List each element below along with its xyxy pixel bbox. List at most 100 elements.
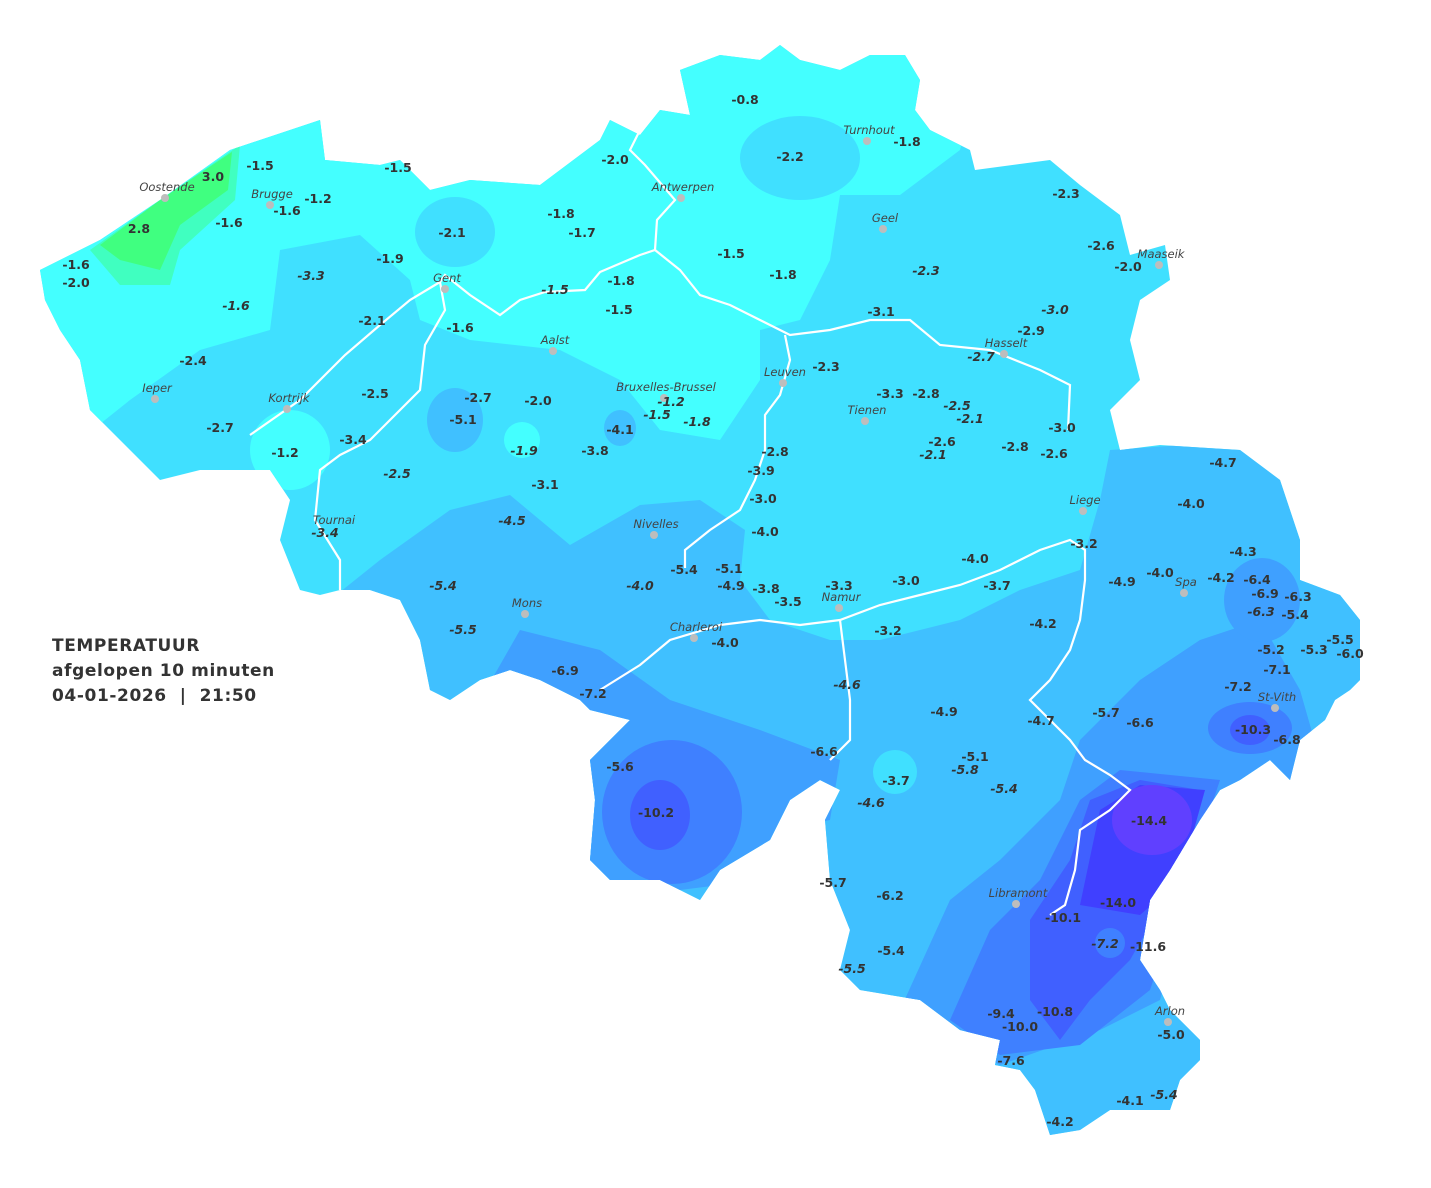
info-title: TEMPERATUUR [52, 636, 201, 656]
temperature-reading: -5.5 [1326, 632, 1353, 647]
city-label: Mons [512, 596, 542, 610]
city-label: Geel [872, 211, 899, 225]
temperature-reading: -1.5 [717, 246, 744, 261]
temperature-reading: -1.9 [376, 251, 403, 266]
city-dot [779, 379, 787, 387]
temperature-reading: -4.0 [1146, 565, 1174, 580]
temperature-reading: -4.3 [1229, 544, 1256, 559]
info-subtitle: afgelopen 10 minuten [52, 661, 275, 681]
temperature-reading: -3.8 [581, 443, 608, 458]
temperature-reading: -1.5 [605, 302, 632, 317]
temperature-reading: -14.4 [1131, 813, 1167, 828]
temperature-reading: -2.7 [967, 349, 995, 364]
temperature-reading: 2.8 [128, 221, 150, 236]
temperature-reading: -4.2 [1207, 570, 1234, 585]
temperature-reading: -5.8 [951, 762, 979, 777]
temperature-reading: -4.6 [857, 795, 885, 810]
temperature-reading: -2.5 [361, 386, 388, 401]
city-label: Leuven [764, 365, 806, 379]
city-label: Brugge [251, 187, 293, 201]
city-dot [151, 395, 159, 403]
temperature-reading: -10.1 [1045, 910, 1081, 925]
temperature-reading: -6.0 [1336, 646, 1364, 661]
temperature-reading: -3.7 [983, 578, 1010, 593]
city-label: Tournai [313, 513, 356, 527]
temperature-reading: -4.9 [1108, 574, 1135, 589]
temperature-reading: -1.5 [643, 407, 671, 422]
temperature-reading: -10.8 [1037, 1004, 1073, 1019]
city-label: Charleroi [670, 620, 723, 634]
city-label: Gent [433, 271, 461, 285]
temperature-reading: -1.5 [541, 282, 569, 297]
temperature-reading: -5.5 [449, 622, 477, 637]
temperature-reading: -1.6 [215, 215, 243, 230]
temperature-reading: -7.2 [1224, 679, 1251, 694]
zone-blue [1224, 558, 1300, 642]
temperature-reading: -6.3 [1284, 589, 1311, 604]
city-label: Turnhout [843, 123, 895, 137]
city-dot [161, 194, 169, 202]
city-label: Bruxelles-Brussel [616, 380, 716, 394]
temperature-reading: -3.4 [339, 432, 367, 447]
temperature-reading: -3.1 [531, 477, 558, 492]
temperature-reading: -4.0 [751, 524, 779, 539]
city-label: Maaseik [1138, 247, 1186, 261]
city-label: Libramont [989, 886, 1048, 900]
temperature-reading: -4.9 [930, 704, 957, 719]
city-dot [690, 634, 698, 642]
zone-light-blue [415, 197, 495, 267]
temperature-reading: -5.3 [1300, 642, 1327, 657]
temperature-reading: -3.1 [867, 304, 894, 319]
city-markers: Oostende Brugge Antwerpen Turnhout Geel Maase… [139, 123, 1296, 1026]
city-dot [441, 285, 449, 293]
city-label: Nivelles [633, 517, 678, 531]
temperature-reading: -3.0 [892, 573, 920, 588]
temperature-reading: -5.1 [961, 749, 988, 764]
temperature-reading: -5.4 [877, 943, 905, 958]
province-borders [249, 129, 1132, 916]
temperature-reading: -3.3 [297, 268, 324, 283]
temperature-reading: -3.3 [876, 386, 903, 401]
temperature-reading: -3.0 [749, 491, 777, 506]
temperature-reading: -2.0 [524, 393, 552, 408]
city-dot [660, 394, 668, 402]
temperature-reading: -2.8 [761, 444, 788, 459]
temperature-reading: -3.3 [825, 578, 852, 593]
city-dot [266, 201, 274, 209]
temperature-reading: -3.4 [311, 525, 338, 540]
temperature-reading: -3.0 [1041, 302, 1069, 317]
temperature-reading: -1.8 [683, 414, 711, 429]
temperature-reading: -2.9 [1017, 323, 1044, 338]
temperature-reading: -1.2 [304, 191, 331, 206]
temperature-reading: -6.4 [1243, 572, 1271, 587]
temperature-reading: -5.4 [1150, 1087, 1177, 1102]
temperature-reading: -11.6 [1130, 939, 1166, 954]
zone-sky-blue [427, 388, 483, 452]
station-readings: -0.8-2.2-1.8-2.0-1.53.0-1.5-1.2-1.6-1.62… [62, 92, 1364, 1129]
city-dot [521, 610, 529, 618]
temperature-reading: -2.6 [1040, 446, 1068, 461]
temperature-reading: -6.8 [1273, 732, 1300, 747]
temperature-reading: -1.5 [246, 158, 273, 173]
temperature-reading: -2.3 [812, 359, 839, 374]
temperature-reading: -6.2 [876, 888, 903, 903]
temperature-reading: -1.6 [446, 320, 474, 335]
temperature-reading: -14.0 [1100, 895, 1136, 910]
temperature-reading: -4.1 [1116, 1093, 1143, 1108]
temperature-reading: -5.7 [819, 875, 846, 890]
temperature-reading: -7.6 [997, 1053, 1025, 1068]
zone-warm-green [100, 152, 232, 270]
temperature-reading: -5.4 [990, 781, 1017, 796]
city-dot [863, 137, 871, 145]
temperature-reading: -10.2 [638, 805, 674, 820]
temperature-reading: -5.2 [1257, 642, 1284, 657]
temperature-reading: -2.7 [206, 420, 233, 435]
temperature-reading: -4.9 [717, 578, 744, 593]
temperature-reading: -3.5 [774, 594, 801, 609]
temperature-reading: -2.1 [956, 411, 983, 426]
zone-cyan [504, 422, 540, 458]
temperature-reading: -2.0 [1114, 259, 1142, 274]
temperature-reading: -3.8 [752, 581, 779, 596]
temperature-reading: -5.7 [1092, 705, 1119, 720]
temperature-reading: -4.0 [1177, 496, 1205, 511]
